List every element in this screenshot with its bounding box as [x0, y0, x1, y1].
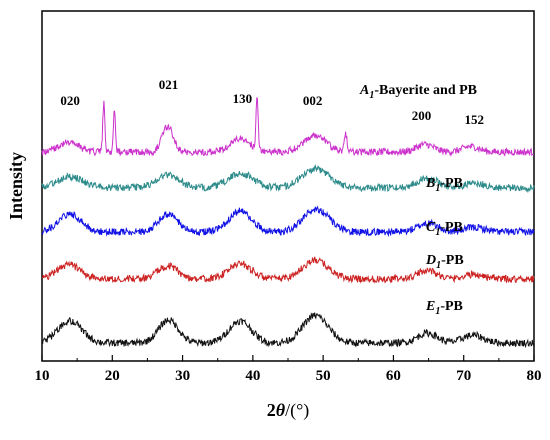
peak-label-152: 152 [465, 112, 485, 127]
x-axis-title: 2θ/(°) [267, 400, 310, 421]
peak-label-002: 002 [303, 93, 323, 108]
x-tick-label: 30 [175, 368, 190, 384]
x-axis-title-unit: /(°) [285, 400, 309, 421]
series-line-d [41, 256, 535, 284]
series-line-b [41, 164, 535, 194]
x-tick-label: 60 [386, 368, 401, 384]
peak-label-200: 200 [412, 108, 432, 123]
series-layer [41, 97, 535, 349]
series-line-a [41, 97, 535, 157]
series-line-e [41, 312, 535, 349]
x-axis-title-symbol: θ [276, 400, 286, 420]
x-tick-label: 70 [456, 368, 471, 384]
x-tick-label: 40 [245, 368, 260, 384]
peak-label-021: 021 [159, 77, 179, 92]
peak-label-020: 020 [60, 93, 80, 108]
series-label-b: B1-PB [425, 176, 463, 194]
y-axis-title: Intensity [6, 152, 26, 220]
x-tick-label: 80 [527, 368, 542, 384]
series-label-e: E1-PB [425, 299, 463, 317]
peak-label-130: 130 [233, 91, 253, 106]
x-tick-label: 50 [316, 368, 331, 384]
series-label-a: A1-Bayerite and PB [359, 83, 477, 101]
x-tick-label: 20 [105, 368, 120, 384]
x-axis-title-value: 2 [267, 400, 276, 420]
series-label-d: D1-PB [425, 253, 464, 271]
series-labels: A1-Bayerite and PB B1-PB C1-PB D1-PB E1-PB [359, 83, 477, 317]
x-tick-label: 10 [35, 368, 50, 384]
series-label-c: C1-PB [426, 220, 463, 238]
x-axis-ticks: 10 20 30 40 50 60 70 80 [35, 355, 542, 384]
series-line-c [41, 205, 535, 238]
peak-labels: 020 021 130 002 200 152 [60, 77, 484, 127]
